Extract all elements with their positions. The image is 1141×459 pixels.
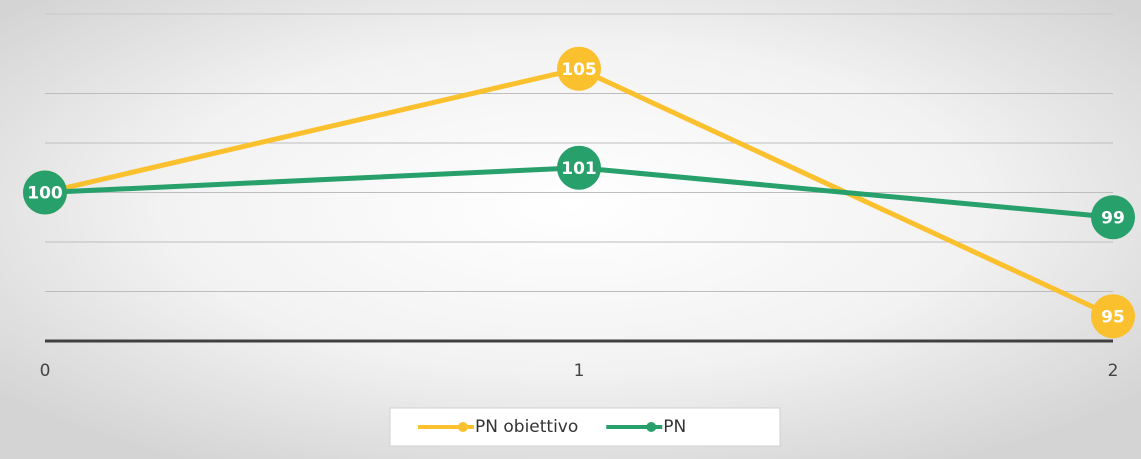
x-tick-label: 0: [40, 361, 51, 381]
legend-label: PN obiettivo: [475, 417, 578, 437]
value-label: 105: [561, 60, 597, 80]
point-marker: [1091, 195, 1135, 240]
x-tick-label: 1: [574, 361, 585, 381]
value-label: 99: [1101, 208, 1125, 228]
point-marker: [1091, 294, 1135, 339]
value-label: 101: [561, 159, 597, 179]
x-tick-label: 2: [1108, 361, 1119, 381]
value-label: 95: [1101, 307, 1125, 327]
legend-marker: [458, 422, 468, 432]
point-marker: [557, 46, 601, 91]
point-marker: [557, 145, 601, 190]
legend-label: PN: [663, 417, 686, 437]
value-label: 100: [27, 184, 63, 204]
point-marker: [23, 170, 67, 215]
legend-marker: [646, 422, 657, 432]
